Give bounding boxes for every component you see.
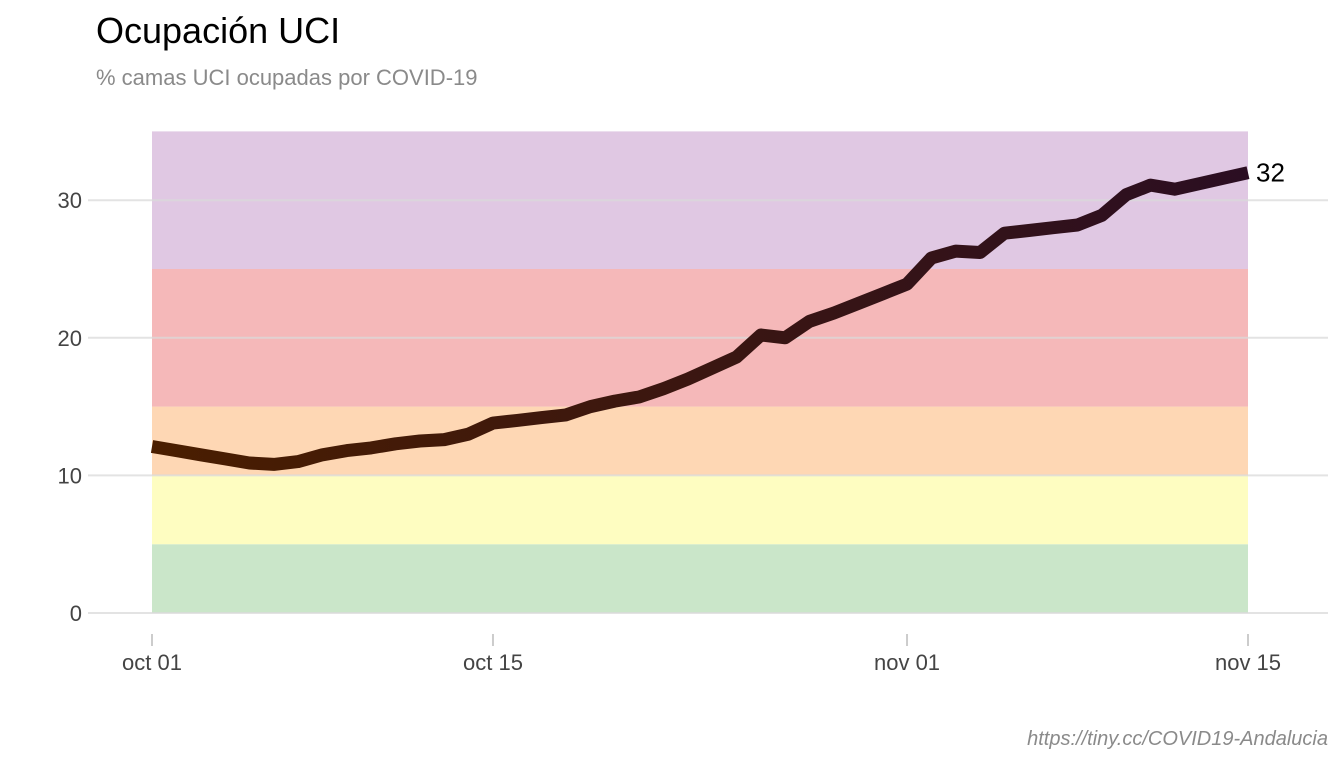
x-tick-label-1: oct 15 bbox=[463, 650, 523, 675]
x-tick-label-0: oct 01 bbox=[122, 650, 182, 675]
source-caption: https://tiny.cc/COVID19-Andalucia bbox=[1027, 728, 1328, 750]
y-axis: 0 10 20 30 bbox=[58, 188, 82, 626]
x-axis: oct 01 oct 15 nov 01 nov 15 bbox=[122, 634, 1281, 675]
x-tick-label-2: nov 01 bbox=[874, 650, 940, 675]
y-tick-label-3: 30 bbox=[58, 188, 82, 213]
y-tick-label-2: 20 bbox=[58, 326, 82, 351]
y-tick-label-0: 0 bbox=[70, 601, 82, 626]
risk-band-1 bbox=[152, 475, 1248, 545]
end-value-label: 32 bbox=[1256, 158, 1285, 188]
y-tick-label-1: 10 bbox=[58, 463, 82, 488]
end-label-group: 32 bbox=[1256, 158, 1285, 188]
series-line-0 bbox=[150, 166, 1250, 471]
series-uci-occupancy bbox=[150, 166, 1250, 471]
chart-title: Ocupación UCI bbox=[96, 10, 341, 51]
risk-band-0 bbox=[152, 544, 1248, 613]
risk-band-2 bbox=[152, 406, 1248, 476]
x-tick-label-3: nov 15 bbox=[1215, 650, 1281, 675]
chart-subtitle: % camas UCI ocupadas por COVID-19 bbox=[96, 65, 478, 90]
